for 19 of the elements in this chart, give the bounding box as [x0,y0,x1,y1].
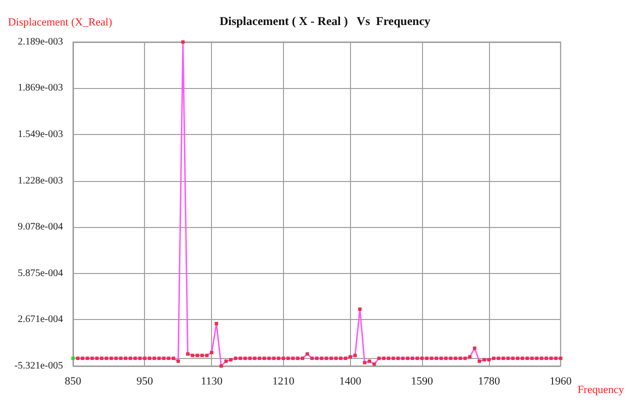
y-tick-label: 1.549e-003 [18,128,63,140]
y-tick-label: 2.671e-004 [18,314,63,326]
y-tick-label: 2.189e-003 [18,36,63,48]
y-tick-label: 5.875e-004 [18,268,63,279]
x-axis-title: Frequency [578,384,624,396]
chart-title: Displacement ( X - Real ) Vs Frequency [220,14,430,28]
x-tick-label: 1960 [550,376,572,388]
y-tick-label: 9.078e-004 [18,222,63,233]
y-tick-label: 1.228e-003 [18,175,63,186]
x-tick-label: 1400 [339,376,362,388]
x-tick-label: 1130 [200,376,223,388]
y-axis-title: Displacement (X_Real) [8,16,112,28]
x-tick-label: 950 [136,376,154,388]
x-tick-label: 850 [64,376,82,388]
x-tick-label: 1780 [478,376,500,388]
y-tick-label: -5.321e-005 [14,360,63,372]
x-tick-label: 1590 [411,376,434,388]
x-tick-label: 1210 [272,376,295,388]
y-tick-label: 1.869e-003 [18,82,63,94]
